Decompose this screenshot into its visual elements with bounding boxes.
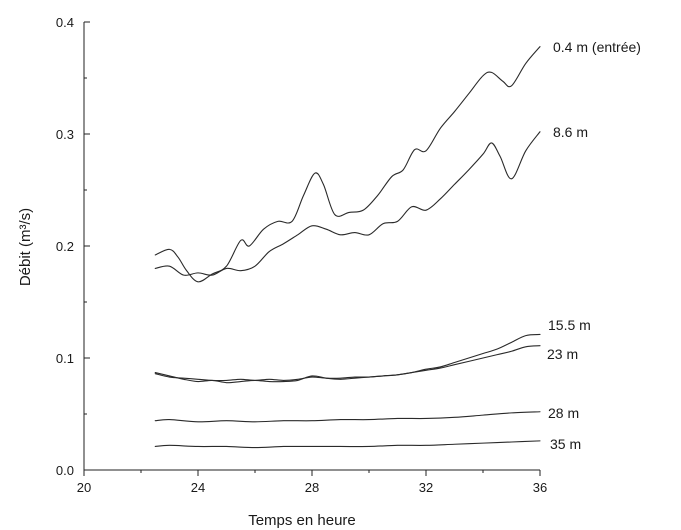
series-label: 35 m (550, 436, 581, 452)
y-ticks: 0.0 0.1 0.2 0.3 0.4 (56, 15, 90, 478)
series-line (154, 411, 541, 423)
x-axis-label: Temps en heure (248, 512, 356, 529)
y-tick-label: 0.4 (56, 15, 74, 30)
x-tick-label: 32 (419, 480, 433, 495)
series-line (154, 333, 541, 384)
x-tick-label: 20 (77, 480, 91, 495)
series-label: 28 m (548, 405, 579, 421)
series-labels: 0.4 m (entrée) 8.6 m 15.5 m 23 m 28 m 35 m (547, 39, 641, 452)
series-label: 15.5 m (548, 317, 591, 333)
series-line (154, 345, 541, 382)
x-tick-label: 28 (305, 480, 319, 495)
x-ticks: 20 24 28 32 36 (77, 470, 547, 495)
series-line (154, 440, 541, 449)
x-tick-label: 24 (191, 480, 205, 495)
y-tick-label: 0.3 (56, 127, 74, 142)
series-line (154, 131, 541, 276)
series-label: 0.4 m (entrée) (553, 39, 641, 55)
x-tick-label: 36 (533, 480, 547, 495)
series-label: 23 m (547, 346, 578, 362)
y-tick-label: 0.0 (56, 463, 74, 478)
y-axis-label: Débit (m³/s) (17, 208, 34, 286)
series-line (154, 46, 541, 283)
series-label: 8.6 m (553, 124, 588, 140)
series-group (154, 46, 541, 449)
y-tick-label: 0.1 (56, 351, 74, 366)
y-tick-label: 0.2 (56, 239, 74, 254)
